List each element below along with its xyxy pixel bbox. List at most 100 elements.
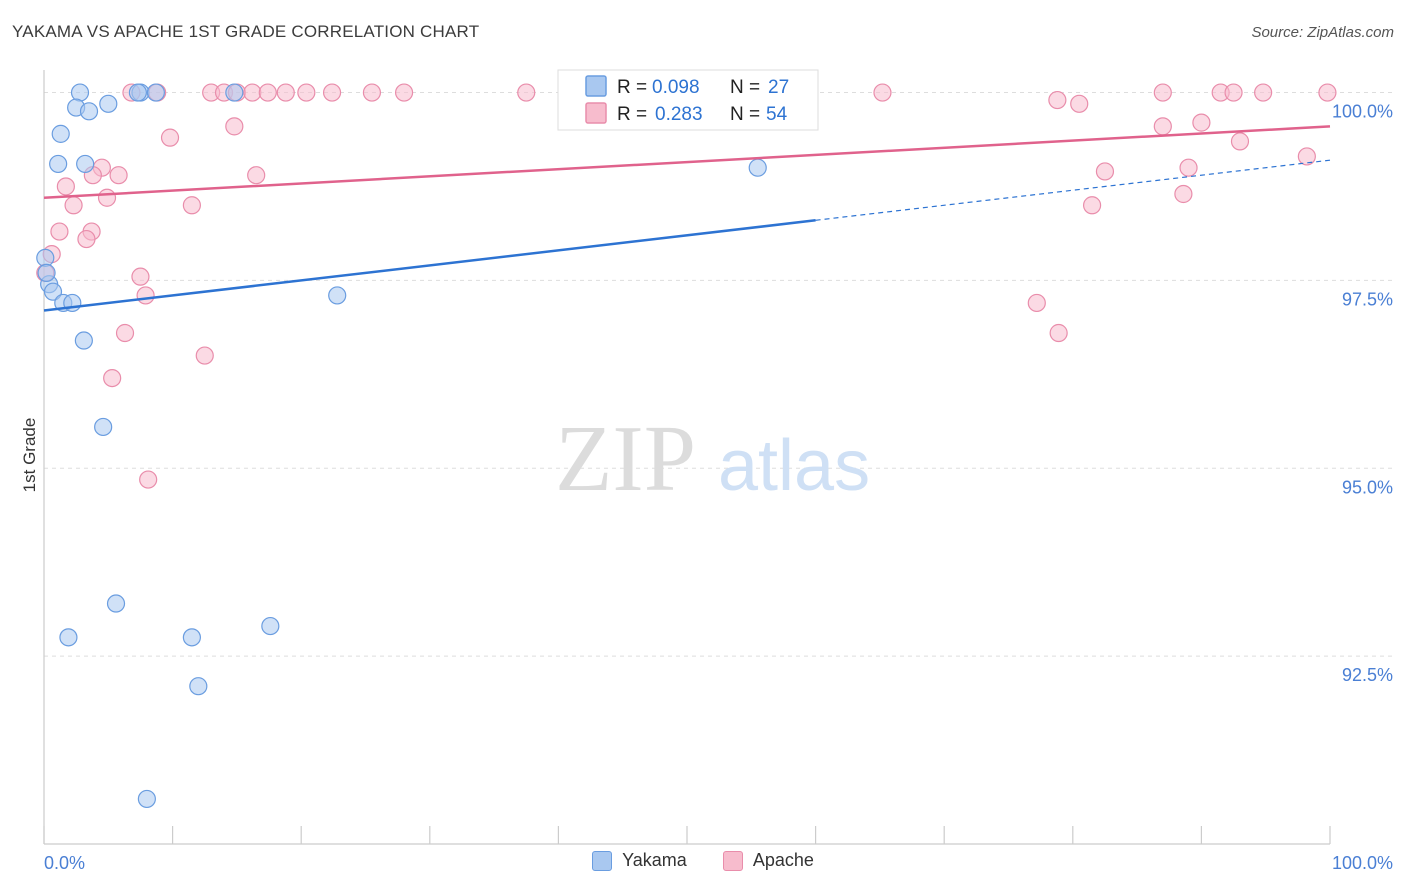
points-layer <box>36 83 1337 809</box>
apache-point <box>258 83 277 102</box>
y-tick-label: 92.5% <box>1342 665 1393 685</box>
apache-point <box>1192 113 1211 132</box>
legend-item-apache[interactable]: Apache <box>722 850 814 871</box>
legend-n-value-yakama: 27 <box>768 77 789 98</box>
apache-point <box>195 346 214 365</box>
apache-point <box>394 83 414 102</box>
legend-box: R = 0.098 N = 27 R = 0.283 N = 54 <box>557 69 819 131</box>
apache-point <box>64 196 83 215</box>
apache-point <box>1179 158 1198 177</box>
apache-point <box>1318 83 1337 102</box>
apache-point <box>1297 147 1316 166</box>
yakama-point <box>748 158 767 177</box>
apache-point <box>873 83 892 102</box>
apache-point <box>243 83 262 102</box>
legend-label-yakama: Yakama <box>622 850 687 870</box>
apache-point <box>56 177 75 196</box>
legend-r-label-apache: R = <box>617 104 647 125</box>
legend-swatch-yakama <box>585 75 607 97</box>
apache-point <box>182 196 201 215</box>
legend-item-yakama[interactable]: Yakama <box>592 850 687 871</box>
watermark: ZIP atlas <box>555 407 870 511</box>
yakama-point <box>99 94 118 113</box>
apache-point <box>1048 90 1067 110</box>
y-tick-label: 95.0% <box>1342 477 1393 497</box>
apache-point <box>97 188 117 207</box>
apache-point <box>247 166 266 185</box>
legend-r-label-yakama: R = <box>617 77 647 98</box>
yakama-point <box>79 102 99 121</box>
yakama-point <box>225 83 244 102</box>
yakama-point <box>36 248 55 267</box>
apache-trend-line <box>43 125 1331 199</box>
yakama-point <box>43 282 63 301</box>
trend-layer <box>43 125 1331 312</box>
legend-swatch-yakama-bottom <box>592 850 613 871</box>
apache-point <box>50 222 69 241</box>
apache-point <box>1153 117 1172 136</box>
apache-point <box>1095 162 1115 181</box>
legend-swatch-apache-bottom <box>722 850 743 871</box>
apache-point <box>517 83 536 102</box>
apache-point <box>139 470 158 489</box>
chart-title: YAKAMA VS APACHE 1ST GRADE CORRELATION C… <box>12 22 480 41</box>
apache-point <box>131 267 150 286</box>
apache-point <box>1049 323 1068 343</box>
yakama-point <box>189 677 208 696</box>
legend-n-label-apache: N = <box>730 104 760 125</box>
apache-point <box>77 229 96 249</box>
grid-layer <box>44 92 1392 657</box>
apache-point <box>225 117 244 136</box>
yakama-point <box>51 124 70 143</box>
source-label: Source: ZipAtlas.com <box>1251 24 1394 41</box>
y-tick-label: 100.0% <box>1332 102 1393 122</box>
apache-point <box>1230 132 1250 151</box>
legend-r-value-apache: 0.283 <box>655 104 703 125</box>
legend-r-value-yakama: 0.098 <box>652 77 700 98</box>
legend-n-value-apache: 54 <box>766 104 788 125</box>
yakama-point <box>128 83 147 102</box>
watermark-atlas: atlas <box>718 426 870 506</box>
apache-point <box>322 83 342 102</box>
x-tick-label: 0.0% <box>44 853 85 873</box>
apache-point <box>297 83 316 102</box>
yakama-point <box>94 417 113 437</box>
yakama-point <box>137 789 156 809</box>
yakama-point <box>261 616 280 636</box>
yakama-point <box>328 286 347 305</box>
apache-point <box>1027 293 1046 313</box>
apache-point <box>276 83 295 102</box>
apache-point <box>109 166 128 185</box>
yakama-point <box>74 331 93 350</box>
apache-point <box>1254 83 1273 102</box>
yakama-point <box>37 263 56 282</box>
yakama-point <box>59 628 78 647</box>
bottom-legend: Yakama Apache <box>0 850 1406 871</box>
apache-point <box>115 323 135 343</box>
apache-point <box>103 368 122 388</box>
apache-point <box>1082 196 1102 215</box>
apache-point <box>1174 184 1193 204</box>
legend-swatch-apache <box>585 102 607 124</box>
apache-point <box>160 128 180 147</box>
axis-layer: 100.0% 97.5% 95.0% 92.5% 0.0% 100.0% <box>43 70 1393 873</box>
yakama-point <box>76 154 95 174</box>
legend-label-apache: Apache <box>752 850 814 870</box>
yakama-point <box>106 594 126 613</box>
yakama-point <box>49 154 68 174</box>
yakama-point <box>70 83 90 102</box>
x-tick-label: 100.0% <box>1332 853 1393 873</box>
yakama-point <box>182 628 201 647</box>
apache-point <box>362 83 382 102</box>
yakama-trend-line <box>43 219 816 312</box>
y-tick-label: 97.5% <box>1342 289 1393 309</box>
apache-point <box>1224 83 1243 102</box>
apache-point <box>1070 94 1089 113</box>
apache-point <box>1153 83 1172 102</box>
apache-point <box>136 286 155 305</box>
watermark-zip: ZIP <box>555 407 696 511</box>
yakama-trend-extension <box>815 159 1331 221</box>
yakama-point <box>146 83 165 102</box>
legend-n-label-yakama: N = <box>730 77 760 98</box>
